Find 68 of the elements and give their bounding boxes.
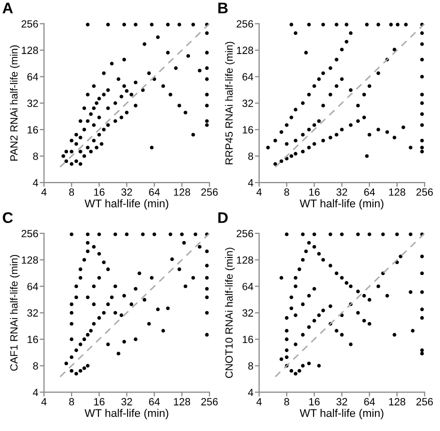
x-tick-label: 128: [389, 398, 406, 406]
y-tick-label: 4: [32, 388, 38, 396]
y-tick-label: 64: [27, 282, 38, 290]
y-tick-label: 256: [22, 20, 38, 28]
x-tick-label: 8: [69, 398, 74, 406]
y-tick-label: 128: [236, 46, 254, 54]
y-tick-label: 16: [28, 336, 38, 344]
x-axis-title: WT half-life (min): [300, 408, 384, 420]
chart-title: A: [2, 2, 13, 14]
y-tick-label: 256: [236, 230, 254, 238]
y-tick-label: 4: [32, 179, 38, 186]
x-tick-label: 4: [41, 398, 47, 406]
y-tick-label: 128: [22, 256, 38, 264]
x-axis-title: WT half-life (min): [84, 199, 168, 210]
y-tick-label: 32: [27, 100, 38, 107]
x-axis-title: WT half-life (min): [84, 408, 168, 420]
y-tick-label: 8: [33, 362, 38, 370]
y-axis-title: RRP45 RNAi half-life (min): [225, 42, 235, 164]
y-tick-label: 64: [242, 73, 254, 81]
x-tick-label: 32: [121, 188, 132, 196]
chart-title: D: [218, 212, 228, 223]
x-tick-label: 64: [149, 188, 160, 196]
x-tick-label: 16: [94, 188, 104, 196]
chart-title: B: [218, 2, 228, 14]
y-tick-label: 64: [27, 73, 38, 81]
x-tick-label: 64: [364, 398, 375, 406]
y-tick-label: 8: [33, 152, 38, 160]
y-axis-title: CNOT10 RNAi half-life (min): [225, 248, 235, 378]
x-tick-label: 256: [201, 188, 218, 196]
x-tick-label: 256: [201, 398, 218, 406]
x-tick-label: 8: [284, 398, 290, 406]
x-tick-label: 32: [121, 398, 132, 406]
chart-title: C: [2, 212, 13, 224]
y-tick-label: 256: [22, 230, 38, 238]
y-tick-label: 8: [248, 362, 254, 370]
y-tick-label: 128: [236, 256, 254, 264]
x-tick-label: 128: [174, 188, 190, 196]
y-tick-label: 128: [22, 46, 38, 54]
y-tick-label: 256: [236, 20, 254, 28]
x-tick-label: 4: [256, 188, 262, 196]
x-tick-label: 256: [416, 188, 433, 196]
y-tick-label: 32: [242, 309, 254, 317]
x-tick-label: 128: [174, 398, 190, 406]
x-tick-label: 16: [94, 398, 104, 406]
x-tick-label: 64: [364, 188, 375, 196]
x-tick-label: 32: [336, 398, 348, 406]
x-tick-label: 4: [41, 188, 47, 196]
x-axis-title: WT half-life (min): [300, 199, 384, 210]
y-tick-label: 4: [248, 388, 254, 396]
x-tick-label: 64: [149, 398, 160, 406]
x-tick-label: 8: [284, 188, 290, 196]
x-tick-label: 8: [69, 188, 74, 196]
y-tick-label: 32: [242, 100, 254, 107]
y-axis-title: CAF1 RNAi half-life (min): [10, 254, 20, 371]
y-tick-label: 8: [248, 152, 254, 160]
y-tick-label: 32: [27, 309, 38, 317]
x-tick-label: 16: [309, 188, 320, 196]
y-tick-label: 16: [242, 126, 254, 134]
x-tick-label: 256: [416, 398, 433, 406]
y-tick-label: 16: [28, 126, 38, 134]
x-tick-label: 16: [309, 398, 320, 406]
x-tick-label: 4: [256, 398, 262, 406]
y-tick-label: 4: [248, 179, 254, 186]
x-tick-label: 32: [336, 188, 348, 196]
x-tick-label: 128: [389, 188, 406, 196]
y-axis-title: PAN2 RNAi half-life (min): [10, 45, 20, 161]
y-tick-label: 64: [242, 282, 254, 290]
y-tick-label: 16: [242, 336, 254, 344]
